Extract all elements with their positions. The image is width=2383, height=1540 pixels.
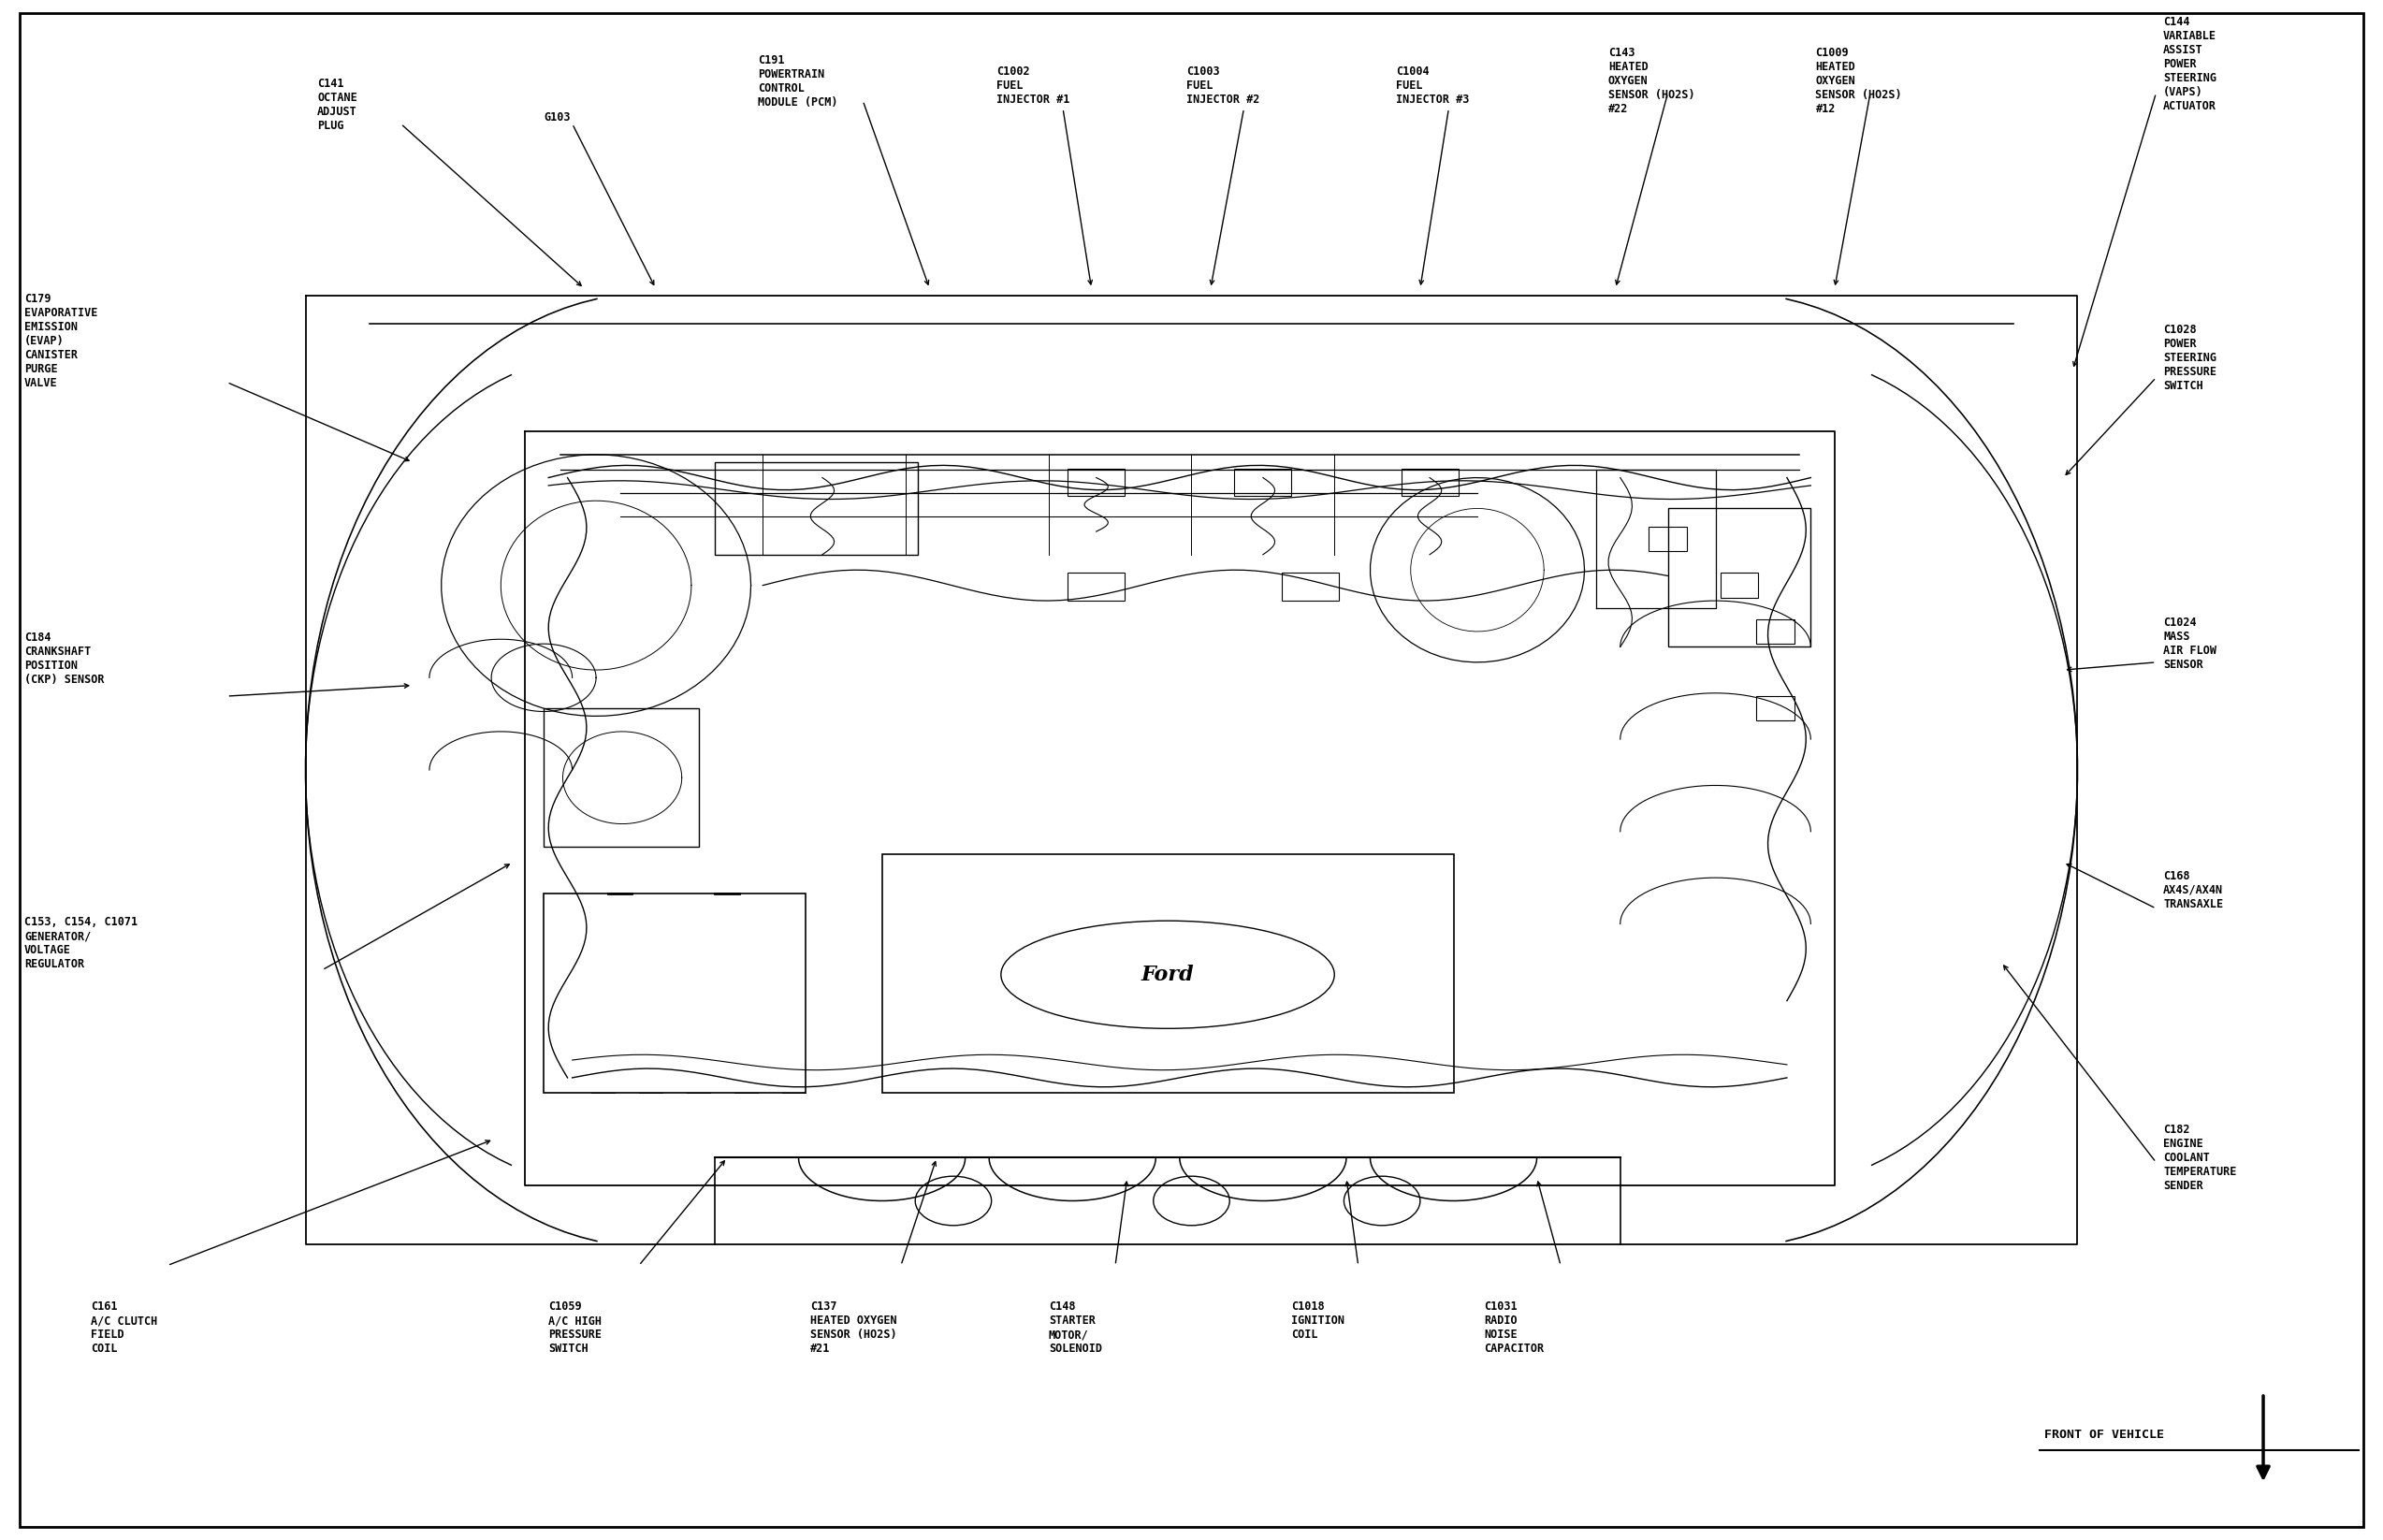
Text: C161
A/C CLUTCH
FIELD
COIL: C161 A/C CLUTCH FIELD COIL bbox=[91, 1301, 157, 1355]
Text: C1018
IGNITION
COIL: C1018 IGNITION COIL bbox=[1292, 1301, 1344, 1341]
Text: C184
CRANKSHAFT
POSITION
(CKP) SENSOR: C184 CRANKSHAFT POSITION (CKP) SENSOR bbox=[24, 631, 105, 685]
Bar bbox=[882, 855, 1454, 1093]
Text: C1009
HEATED
OXYGEN
SENSOR (HO2S)
#12: C1009 HEATED OXYGEN SENSOR (HO2S) #12 bbox=[1816, 46, 1902, 116]
Bar bbox=[1068, 573, 1125, 601]
Text: C1024
MASS
AIR FLOW
SENSOR: C1024 MASS AIR FLOW SENSOR bbox=[2164, 616, 2216, 670]
Bar bbox=[543, 708, 698, 847]
Text: C191
POWERTRAIN
CONTROL
MODULE (PCM): C191 POWERTRAIN CONTROL MODULE (PCM) bbox=[758, 54, 839, 109]
Text: C1028
POWER
STEERING
PRESSURE
SWITCH: C1028 POWER STEERING PRESSURE SWITCH bbox=[2164, 323, 2216, 393]
Text: C1059
A/C HIGH
PRESSURE
SWITCH: C1059 A/C HIGH PRESSURE SWITCH bbox=[548, 1301, 603, 1355]
Text: C1004
FUEL
INJECTOR #3: C1004 FUEL INJECTOR #3 bbox=[1396, 65, 1470, 106]
Bar bbox=[543, 893, 805, 1093]
Bar bbox=[1721, 573, 1759, 598]
Bar bbox=[1668, 508, 1811, 647]
Text: C1002
FUEL
INJECTOR #1: C1002 FUEL INJECTOR #1 bbox=[996, 65, 1070, 106]
Bar bbox=[1649, 527, 1687, 551]
Text: FRONT OF VEHICLE: FRONT OF VEHICLE bbox=[2045, 1429, 2164, 1441]
Bar bbox=[1234, 468, 1292, 496]
Text: C141
OCTANE
ADJUST
PLUG: C141 OCTANE ADJUST PLUG bbox=[317, 77, 357, 132]
Text: C1031
RADIO
NOISE
CAPACITOR: C1031 RADIO NOISE CAPACITOR bbox=[1485, 1301, 1544, 1355]
Bar bbox=[1756, 619, 1794, 644]
Text: Ford: Ford bbox=[1141, 964, 1194, 986]
Text: C148
STARTER
MOTOR/
SOLENOID: C148 STARTER MOTOR/ SOLENOID bbox=[1049, 1301, 1101, 1355]
Bar bbox=[715, 462, 917, 554]
Bar bbox=[1401, 468, 1458, 496]
Text: C153, C154, C1071
GENERATOR/
VOLTAGE
REGULATOR: C153, C154, C1071 GENERATOR/ VOLTAGE REG… bbox=[24, 916, 138, 970]
Circle shape bbox=[1344, 1177, 1420, 1226]
Text: C144
VARIABLE
ASSIST
POWER
STEERING
(VAPS)
ACTUATOR: C144 VARIABLE ASSIST POWER STEERING (VAP… bbox=[2164, 15, 2216, 112]
Text: C143
HEATED
OXYGEN
SENSOR (HO2S)
#22: C143 HEATED OXYGEN SENSOR (HO2S) #22 bbox=[1609, 46, 1694, 116]
Circle shape bbox=[1153, 1177, 1230, 1226]
Circle shape bbox=[915, 1177, 991, 1226]
Text: C1003
FUEL
INJECTOR #2: C1003 FUEL INJECTOR #2 bbox=[1187, 65, 1261, 106]
Bar bbox=[1068, 468, 1125, 496]
Text: C137
HEATED OXYGEN
SENSOR (HO2S)
#21: C137 HEATED OXYGEN SENSOR (HO2S) #21 bbox=[810, 1301, 896, 1355]
Bar bbox=[1282, 573, 1339, 601]
Text: G103: G103 bbox=[543, 111, 570, 123]
Bar bbox=[1756, 696, 1794, 721]
Text: C182
ENGINE
COOLANT
TEMPERATURE
SENDER: C182 ENGINE COOLANT TEMPERATURE SENDER bbox=[2164, 1124, 2238, 1192]
Text: C179
EVAPORATIVE
EMISSION
(EVAP)
CANISTER
PURGE
VALVE: C179 EVAPORATIVE EMISSION (EVAP) CANISTE… bbox=[24, 293, 98, 390]
Text: C168
AX4S/AX4N
TRANSAXLE: C168 AX4S/AX4N TRANSAXLE bbox=[2164, 870, 2223, 910]
